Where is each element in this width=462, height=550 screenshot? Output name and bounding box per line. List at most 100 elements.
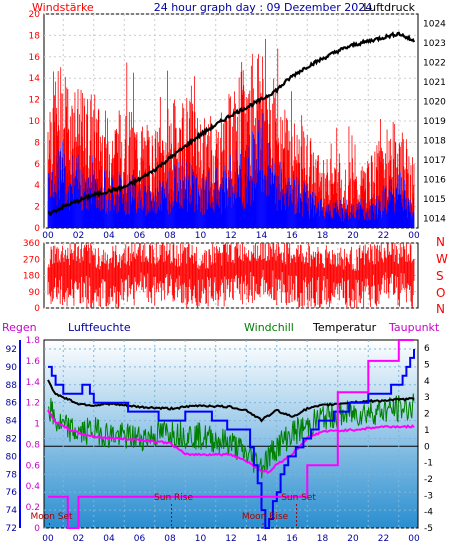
x-tick-label: 08 [164, 534, 176, 544]
humidity-tick-label: 80 [6, 452, 18, 462]
pressure-tick-label: 1022 [423, 59, 446, 69]
temperature-tick-label: 0 [424, 442, 430, 452]
x-tick-label: 00 [408, 534, 420, 544]
temperature-tick-label: 1 [424, 426, 430, 436]
x-tick-label: 18 [317, 534, 329, 544]
rain-tick-label: 0.8 [26, 440, 41, 450]
x-tick-label: 00 [408, 231, 420, 241]
wind-tick-label: 12 [29, 96, 40, 106]
temperature-tick-label: 5 [424, 361, 430, 371]
x-tick-label: 06 [134, 231, 146, 241]
compass-label: W [436, 252, 448, 266]
humidity-label: Luftfeuchte [68, 321, 131, 334]
pressure-axis: 1014 1015 1016 1017 1018 1019 1020 1021 1022 1023… [423, 20, 446, 225]
wind-tick-label: 18 [29, 31, 41, 41]
temperature-axis: -5 -4 -3 -2 -1 0 1 2 3 4 5 6 [424, 344, 433, 534]
x-tick-label: 02 [73, 231, 84, 241]
wind-speed-axis: 0 2 4 6 8 10 12 14 16 18 20 [29, 10, 41, 234]
x-tick-label: 22 [378, 534, 389, 544]
wind-tick-label: 4 [34, 181, 40, 191]
temperature-tick-label: -3 [424, 491, 433, 501]
x-tick-label: 12 [225, 534, 236, 544]
x-tick-label: 22 [378, 231, 389, 241]
compass-label: O [436, 286, 445, 300]
direction-tick-label: 360 [23, 239, 40, 249]
windchill-label: Windchill [244, 321, 294, 334]
x-tick-label: 06 [134, 534, 146, 544]
wind-tick-label: 20 [29, 10, 41, 20]
pressure-tick-label: 1016 [423, 175, 446, 185]
temperature-tick-label: -2 [424, 475, 433, 485]
panel-temperature-humidity: Regen Luftfeuchte Windchill Temperatur T… [2, 321, 440, 544]
wind-tick-label: 8 [34, 138, 40, 148]
humidity-line [48, 349, 415, 529]
windchill-line [47, 393, 415, 479]
x-tick-label: 00 [42, 534, 54, 544]
x-tick-label: 10 [195, 534, 207, 544]
humidity-tick-label: 88 [6, 381, 18, 391]
panel-wind-pressure: Windstärke 24 hour graph day : 09 Dezemb… [29, 1, 447, 241]
humidity-tick-label: 78 [6, 470, 18, 480]
x-tick-label: 14 [256, 231, 268, 241]
x-tick-label: 08 [164, 231, 176, 241]
wind-speed-label: Windstärke [32, 1, 94, 14]
astro-marker-label: Sun Set [281, 493, 316, 503]
x-tick-label: 02 [73, 534, 84, 544]
wind-tick-label: 0 [34, 224, 40, 234]
pressure-tick-label: 1014 [423, 214, 446, 224]
temperature-time-axis: 00 02 04 06 08 10 12 14 16 18 20 22 00 [42, 534, 420, 544]
temperature-series [47, 339, 415, 529]
compass-label: S [436, 269, 444, 283]
pressure-tick-label: 1017 [423, 156, 446, 166]
direction-tick-label: 90 [29, 288, 41, 298]
astro-marker-label: Sun Rise [154, 493, 193, 503]
direction-axis: 0 90 180 270 360 [23, 239, 40, 314]
chart-title: 24 hour graph day : 09 Dezember 2024 [154, 1, 373, 14]
astro-annotations: Moon Set Sun Rise Moon Rise Sun Set [30, 493, 316, 528]
rain-tick-label: 1.4 [26, 378, 41, 388]
dewpoint-label: Taupunkt [388, 321, 440, 334]
x-tick-label: 10 [195, 231, 207, 241]
wind-series [47, 31, 416, 228]
direction-series [47, 243, 415, 308]
humidity-tick-label: 72 [6, 524, 17, 534]
x-tick-label: 04 [103, 534, 115, 544]
humidity-tick-label: 86 [6, 399, 18, 409]
rain-tick-label: 0 [34, 524, 40, 534]
pressure-tick-label: 1024 [423, 20, 446, 30]
x-tick-label: 12 [225, 231, 236, 241]
humidity-tick-label: 92 [6, 345, 17, 355]
temperature-tick-label: -5 [424, 524, 433, 534]
temperature-tick-label: 2 [424, 410, 430, 420]
astro-marker-label: Moon Set [30, 512, 73, 522]
rain-tick-label: 0.4 [26, 482, 41, 492]
rain-line [48, 339, 414, 529]
wind-tick-label: 10 [29, 117, 41, 127]
pressure-line [47, 31, 416, 217]
temperature-tick-label: 4 [424, 377, 430, 387]
dewpoint-line [47, 409, 415, 475]
wind-tick-label: 16 [29, 53, 41, 63]
temperature-tick-label: 3 [424, 393, 430, 403]
astro-marker-label: Moon Rise [242, 512, 289, 522]
wind-tick-label: 2 [34, 203, 40, 213]
temperature-tick-label: -1 [424, 459, 433, 469]
temperature-label: Temperatur [312, 321, 377, 334]
direction-tick-label: 0 [34, 304, 40, 314]
direction-tick-label: 270 [23, 255, 40, 265]
humidity-tick-label: 84 [6, 417, 18, 427]
temperature-tick-label: -4 [424, 508, 433, 518]
pressure-label: Luftdruck [363, 1, 415, 14]
rain-tick-label: 0.2 [26, 503, 40, 513]
direction-tick-label: 180 [23, 272, 40, 282]
wind-time-axis: 00 02 04 06 08 10 12 14 16 18 20 22 00 [42, 231, 420, 241]
compass-label: N [436, 302, 445, 316]
humidity-tick-label: 76 [6, 488, 18, 498]
rain-label: Regen [2, 321, 37, 334]
pressure-tick-label: 1018 [423, 136, 446, 146]
compass-label: N [436, 235, 445, 249]
rain-tick-label: 1 [34, 420, 40, 430]
